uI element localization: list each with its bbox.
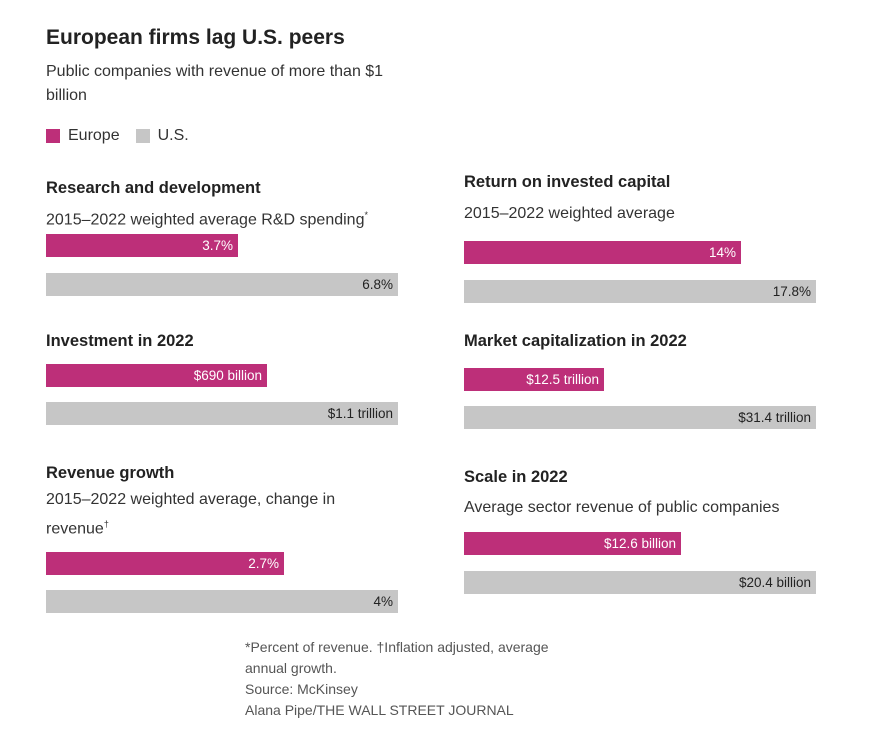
bar-europe: $690 billion <box>46 364 267 387</box>
panel-subtitle: 2015–2022 weighted average R&D spending* <box>46 210 368 229</box>
legend-label-europe: Europe <box>68 127 120 144</box>
panel-subtitle: Average sector revenue of public compani… <box>464 499 780 516</box>
legend-label-us: U.S. <box>157 127 189 144</box>
panel-revenue-growth: Revenue growth 2015–2022 weighted averag… <box>46 462 398 613</box>
bar-us: 6.8% <box>46 273 398 296</box>
panel-title: Market capitalization in 2022 <box>464 332 687 350</box>
bar-us: 4% <box>46 590 398 613</box>
legend: Europe U.S. <box>46 127 205 145</box>
bar-label: $31.4 trillion <box>738 410 811 425</box>
bar-label: $690 billion <box>193 368 262 383</box>
bar-label: 2.7% <box>248 556 279 571</box>
bar-label: $12.6 billion <box>603 536 676 551</box>
legend-swatch-europe <box>46 129 60 143</box>
footnote-mark: * <box>364 210 368 220</box>
panel-investment-2022: Investment in 2022 $690 billion $1.1 tri… <box>46 330 426 425</box>
panel-title: Research and development <box>46 179 261 197</box>
bar-label: 3.7% <box>202 238 233 253</box>
bar-label: $12.5 trillion <box>526 372 599 387</box>
footnotes: *Percent of revenue. †Inflation adjusted… <box>245 637 605 721</box>
bar-us: $20.4 billion <box>464 571 816 594</box>
panel-market-capitalization-2022: Market capitalization in 2022 $12.5 tril… <box>464 330 844 429</box>
panel-title: Revenue growth <box>46 464 175 482</box>
bar-us: $1.1 trillion <box>46 402 398 425</box>
bar-label: $20.4 billion <box>738 575 811 590</box>
panel-title: Scale in 2022 <box>464 468 568 486</box>
bar-europe: $12.5 trillion <box>464 368 604 391</box>
footnote-line-2: annual growth. <box>245 660 337 676</box>
legend-item-europe: Europe <box>46 127 120 145</box>
panel-return-on-invested-capital: Return on invested capital 2015–2022 wei… <box>464 171 844 303</box>
legend-swatch-us <box>135 129 150 143</box>
bar-europe: 2.7% <box>46 552 284 575</box>
bar-us: 17.8% <box>464 280 816 303</box>
chart-title: European firms lag U.S. peers <box>46 26 345 49</box>
bar-europe: 3.7% <box>46 234 238 257</box>
chart-subtitle: Public companies with revenue of more th… <box>46 63 384 104</box>
legend-item-us: U.S. <box>135 127 189 145</box>
bar-label: 14% <box>708 245 736 260</box>
panel-subtitle: 2015–2022 weighted average, change in re… <box>46 491 336 538</box>
panel-research-and-development: Research and development 2015–2022 weigh… <box>46 177 426 296</box>
panel-subtitle: 2015–2022 weighted average <box>464 205 675 222</box>
bar-us: $31.4 trillion <box>464 406 816 429</box>
bar-europe: 14% <box>464 241 741 264</box>
panel-title: Investment in 2022 <box>46 332 194 350</box>
bar-label: 17.8% <box>772 284 811 299</box>
source-note: Source: McKinsey <box>245 681 358 697</box>
bar-label: $1.1 trillion <box>327 406 393 421</box>
footnote-line-1: *Percent of revenue. †Inflation adjusted… <box>245 639 549 655</box>
footnote-mark: † <box>103 519 109 529</box>
panel-scale-2022: Scale in 2022 Average sector revenue of … <box>464 466 864 594</box>
bar-label: 6.8% <box>362 277 393 292</box>
panel-title: Return on invested capital <box>464 173 671 191</box>
credit-note: Alana Pipe/THE WALL STREET JOURNAL <box>245 702 514 718</box>
bar-europe: $12.6 billion <box>464 532 681 555</box>
bar-label: 4% <box>373 594 393 609</box>
